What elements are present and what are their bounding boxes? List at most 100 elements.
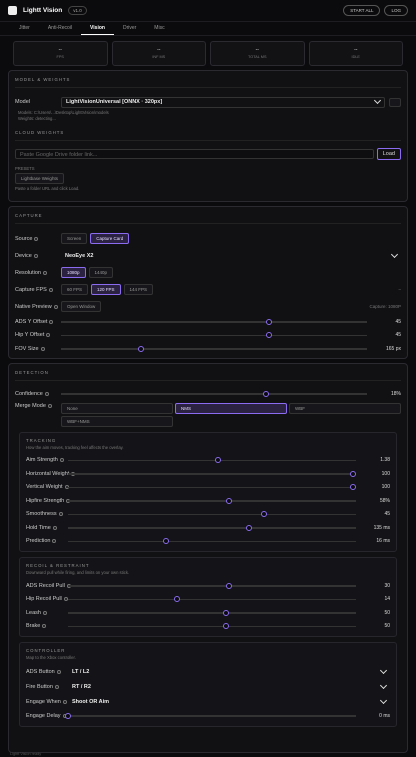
info-icon <box>44 391 49 396</box>
section-title: MODEL & WEIGHTS <box>15 75 401 88</box>
slider-knob[interactable] <box>223 623 230 629</box>
slider-knob[interactable] <box>65 712 71 719</box>
setting-label: Prediction <box>26 538 68 544</box>
setting-row: Leash 50 <box>26 606 390 620</box>
option[interactable]: 1440p <box>88 267 114 278</box>
info-icon <box>52 525 57 530</box>
setting-row: Resolution 1080p 1440p <box>15 264 401 281</box>
label-text: ADS Recoil Pull <box>26 582 65 589</box>
setting-row: Hip Recoil Pull 14 <box>26 593 390 607</box>
path-text: Weights: detecting... <box>18 116 56 121</box>
slider-knob[interactable] <box>266 318 273 325</box>
info-icon <box>43 270 47 275</box>
load-button[interactable]: Load <box>376 148 401 160</box>
label-text: ADS Button <box>26 668 55 675</box>
refresh-button[interactable] <box>389 97 401 107</box>
setting-row: Confidence 18% <box>15 387 401 401</box>
setting-row: Vertical Weight 100 <box>26 481 390 495</box>
slider-knob[interactable] <box>226 582 233 589</box>
slider-knob[interactable] <box>223 609 230 616</box>
cloud-row: Paste Google Drive folder link... Load <box>15 147 401 161</box>
stat-value: -- <box>58 47 62 53</box>
label-text: ADS Y Offset <box>15 318 48 325</box>
slider-knob[interactable] <box>263 390 270 397</box>
option[interactable]: 1080p <box>61 267 86 278</box>
setting-row: Native Preview Open Window Capture: 1080P <box>15 298 401 315</box>
slider-track <box>61 332 367 338</box>
slider-track <box>68 623 356 629</box>
detection-section: DETECTION Confidence 18% Merge Mode None NMS W… <box>8 363 408 753</box>
tab[interactable]: Driver <box>122 25 137 31</box>
tab[interactable]: Anti-Recoil <box>47 25 73 31</box>
slider-knob[interactable] <box>350 484 357 490</box>
tab[interactable]: Misc <box>154 25 165 31</box>
setting-label: Device <box>15 253 61 259</box>
setting-row: Smoothness 45 <box>26 508 390 522</box>
setting-label: Confidence <box>15 391 61 397</box>
slider-track <box>68 538 356 544</box>
option[interactable]: 60 FPS <box>61 284 89 295</box>
slider-track <box>68 457 356 463</box>
setting-row: Horizontal Weight 100 <box>26 467 390 481</box>
slider-knob[interactable] <box>174 596 181 602</box>
setting-row: Hold Time 135 ms <box>26 521 390 535</box>
stat-label: TOTAL MS <box>248 55 267 59</box>
option[interactable]: 120 FPS <box>91 284 121 295</box>
option[interactable]: Screen <box>61 233 88 244</box>
setting-label: Capture FPS <box>15 287 61 293</box>
dropdown-value: RT / R2 <box>72 683 91 690</box>
dropdown[interactable]: RT / R2 <box>68 681 390 692</box>
slider-knob[interactable] <box>214 457 221 463</box>
tab[interactable]: Jitter <box>19 25 30 31</box>
preset-button[interactable]: Lightbase Weights <box>15 173 64 185</box>
slider-knob[interactable] <box>266 332 273 338</box>
slider-value: 50 <box>384 623 390 630</box>
setting-label: Leash <box>26 610 68 616</box>
slider-knob[interactable] <box>162 538 169 544</box>
slider-knob[interactable] <box>350 470 357 477</box>
slider-knob[interactable] <box>137 345 144 352</box>
label-text: Fire Button <box>26 683 53 690</box>
slider-value: 0 ms <box>379 712 390 719</box>
slider-value: 30 <box>384 582 390 589</box>
dropdown[interactable]: Shoot OR Aim <box>68 696 390 707</box>
group-note: How the aim moves, tracking feel affects… <box>26 444 124 450</box>
slider-value: 16 ms <box>376 538 390 545</box>
option[interactable]: None <box>61 402 173 414</box>
setting-label: Hip Recoil Pull <box>26 596 68 602</box>
dropdown[interactable]: NeoEye X2 <box>61 250 401 261</box>
info-icon <box>63 597 68 602</box>
option[interactable]: WBF <box>289 402 401 414</box>
header-buttons: START ALL LOG <box>343 5 408 16</box>
group-title: CONTROLLER <box>26 648 66 653</box>
label-text: Hipfire Strength <box>26 497 65 504</box>
slider-knob[interactable] <box>260 511 267 517</box>
slider-knob[interactable] <box>226 497 233 504</box>
dropdown-value: LT / L2 <box>72 668 90 675</box>
slider-knob[interactable] <box>246 524 253 531</box>
dropdown[interactable]: LT / L2 <box>68 666 390 677</box>
dropdown[interactable]: LightVisionUniversal [ONNX · 320px] <box>61 96 385 108</box>
option[interactable]: NMS <box>175 402 287 414</box>
header-button[interactable]: START ALL <box>343 5 381 16</box>
info-icon <box>47 403 52 408</box>
slider-track <box>65 712 356 719</box>
link-input[interactable]: Paste Google Drive folder link... <box>15 149 374 159</box>
label-text: FOV Size <box>15 345 39 352</box>
button[interactable]: Open Window <box>61 301 102 312</box>
row-note: – <box>398 287 401 292</box>
option[interactable]: Capture Card <box>90 233 130 244</box>
option[interactable]: WBF+NMS <box>61 415 173 427</box>
preset-row: Lightbase Weights <box>15 172 401 186</box>
setting-row: Merge Mode None NMS WBF WBF+NMS <box>15 402 401 427</box>
setting-row: Fire Button RT / R2 <box>26 679 390 694</box>
label-text: Hip Recoil Pull <box>26 596 62 603</box>
tab[interactable]: Vision <box>81 22 114 35</box>
option[interactable]: 144 FPS <box>123 284 154 295</box>
setting-label: Aim Strength <box>26 457 68 463</box>
header-button[interactable]: LOG <box>384 5 408 16</box>
setting-label: Fire Button <box>26 684 68 690</box>
setting-label: Brake <box>26 623 68 629</box>
setting-label: Model <box>15 99 61 105</box>
setting-row: Hip Y Offset 45 <box>15 329 401 343</box>
